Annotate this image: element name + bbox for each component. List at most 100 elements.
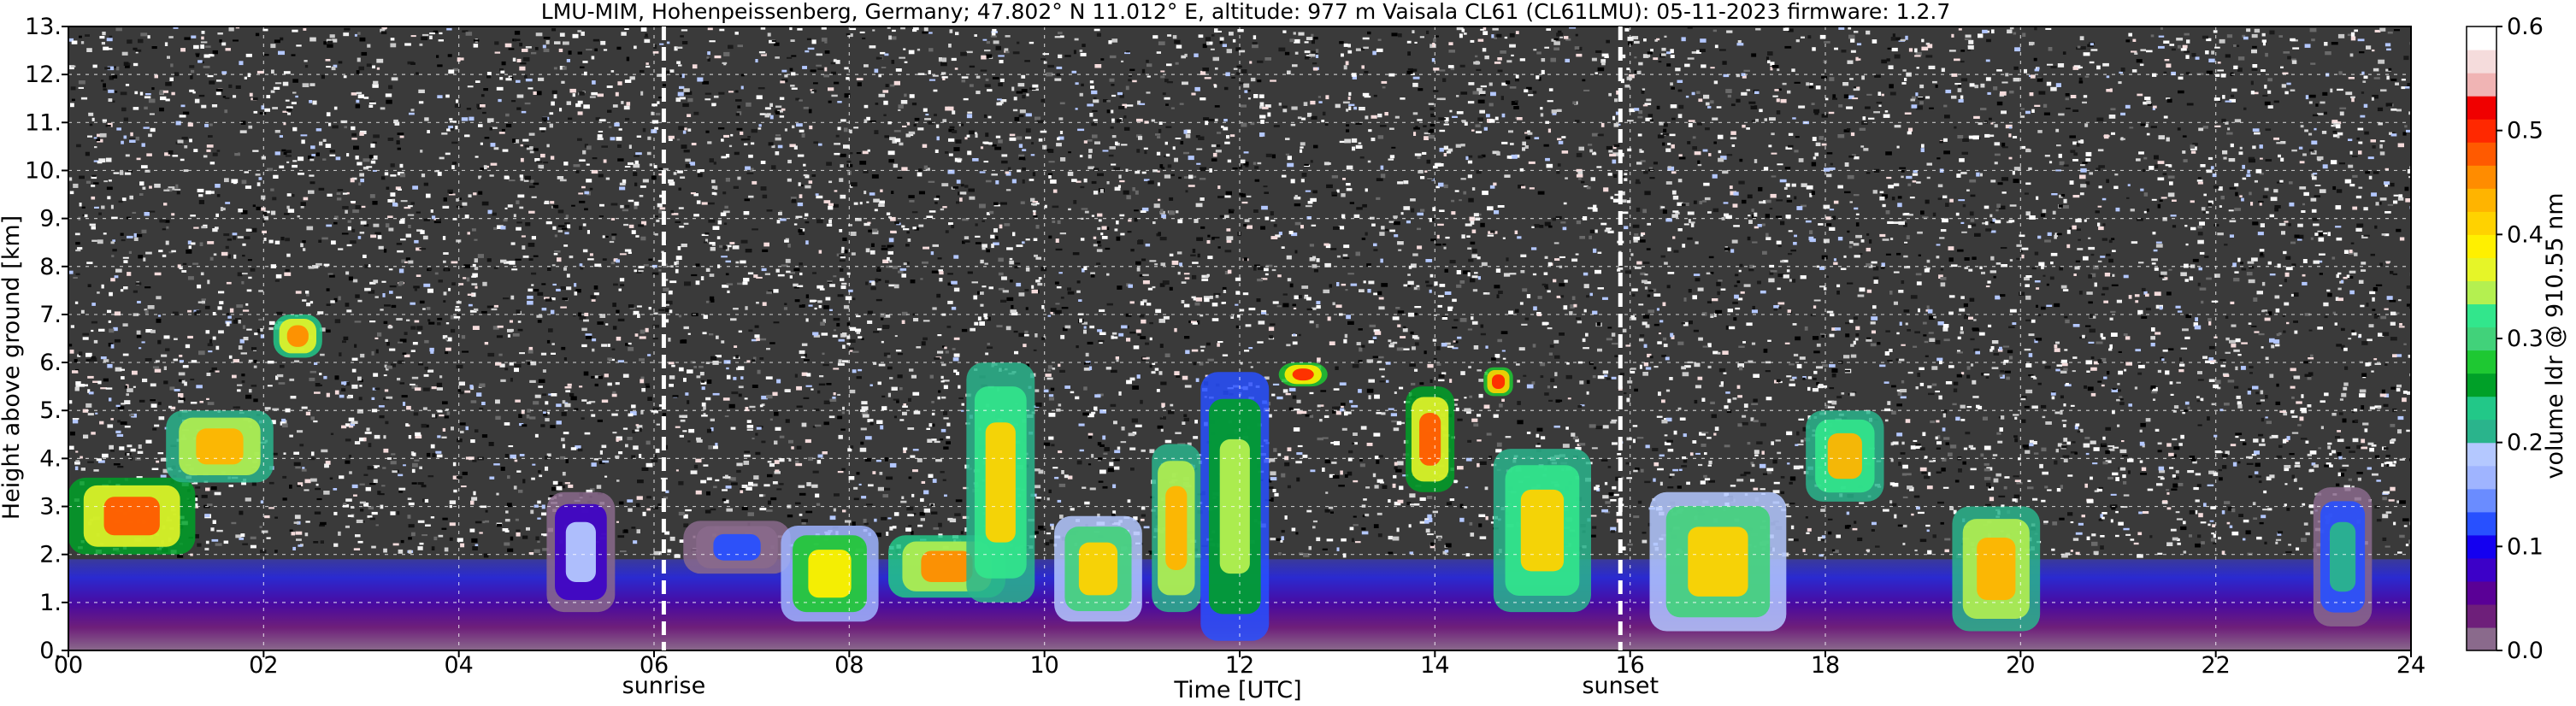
noise-speck: [332, 38, 338, 43]
noise-speck: [1707, 437, 1712, 439]
noise-speck: [1889, 291, 1893, 295]
noise-speck: [892, 139, 897, 144]
noise-speck: [2301, 394, 2304, 398]
noise-speck: [999, 60, 1004, 64]
noise-speck: [805, 213, 809, 217]
noise-speck: [838, 434, 843, 439]
noise-speck: [318, 187, 325, 191]
noise-speck: [1752, 305, 1755, 310]
noise-speck: [2101, 512, 2107, 515]
noise-speck: [1412, 313, 1418, 315]
noise-speck: [919, 512, 925, 516]
noise-speck: [2310, 510, 2314, 515]
noise-speck: [557, 225, 565, 227]
noise-speck: [508, 75, 512, 78]
noise-speck: [2059, 161, 2065, 166]
noise-speck: [2221, 118, 2226, 123]
noise-speck: [2361, 446, 2368, 450]
noise-speck: [777, 144, 783, 149]
noise-speck: [1954, 83, 1961, 85]
noise-speck: [1056, 409, 1061, 412]
noise-speck: [1261, 278, 1268, 280]
noise-speck: [1169, 286, 1173, 291]
noise-speck: [1736, 280, 1741, 284]
noise-speck: [1649, 177, 1655, 179]
noise-speck: [598, 174, 604, 178]
noise-speck: [1097, 213, 1103, 217]
noise-speck: [2284, 483, 2288, 485]
noise-speck: [1225, 72, 1230, 77]
noise-speck: [1330, 511, 1334, 514]
noise-speck: [1910, 295, 1918, 299]
noise-speck: [1235, 47, 1241, 51]
noise-speck: [784, 239, 789, 243]
noise-speck: [794, 460, 799, 464]
noise-speck: [2162, 500, 2168, 503]
noise-speck: [725, 260, 731, 263]
noise-speck: [2379, 262, 2383, 267]
noise-speck: [2093, 550, 2099, 556]
noise-speck: [1933, 460, 1936, 462]
noise-speck: [474, 308, 479, 311]
noise-speck: [1903, 255, 1908, 258]
noise-speck: [1248, 347, 1253, 350]
noise-speck: [651, 111, 654, 115]
noise-speck: [894, 335, 898, 338]
noise-speck: [517, 194, 525, 198]
noise-speck: [507, 475, 510, 479]
noise-speck: [1866, 262, 1872, 267]
noise-speck: [2327, 232, 2331, 237]
noise-speck: [1478, 91, 1486, 95]
noise-speck: [504, 530, 510, 532]
noise-speck: [582, 150, 587, 155]
noise-speck: [2227, 379, 2235, 383]
noise-speck: [774, 42, 780, 46]
noise-speck: [1523, 374, 1527, 377]
noise-speck: [636, 271, 642, 274]
noise-speck: [2256, 291, 2263, 295]
noise-speck: [2375, 284, 2383, 286]
noise-speck: [1478, 514, 1486, 517]
noise-speck: [1587, 207, 1594, 209]
noise-speck: [151, 468, 159, 470]
noise-speck: [2295, 462, 2300, 465]
noise-speck: [452, 68, 459, 72]
noise-speck: [889, 137, 896, 140]
noise-speck: [1860, 145, 1865, 148]
noise-speck: [717, 220, 722, 225]
noise-speck: [2399, 534, 2405, 538]
noise-speck: [828, 415, 835, 419]
noise-speck: [1907, 127, 1913, 132]
noise-speck: [916, 346, 922, 349]
noise-speck: [1178, 176, 1182, 179]
noise-speck: [1726, 154, 1733, 156]
noise-speck: [1306, 37, 1313, 40]
noise-speck: [1276, 305, 1282, 308]
noise-speck: [805, 438, 811, 444]
noise-speck: [559, 179, 567, 182]
noise-speck: [1856, 86, 1860, 91]
noise-speck: [2241, 366, 2246, 370]
noise-speck: [1671, 335, 1675, 339]
noise-speck: [460, 430, 464, 433]
noise-speck: [1829, 333, 1835, 338]
noise-speck: [1897, 196, 1902, 199]
noise-speck: [2037, 382, 2042, 385]
noise-speck: [1566, 362, 1570, 365]
noise-speck: [1826, 152, 1833, 155]
noise-speck: [1645, 117, 1652, 121]
noise-speck: [757, 127, 762, 130]
noise-speck: [615, 91, 619, 97]
noise-speck: [1128, 432, 1135, 437]
noise-speck: [473, 491, 476, 496]
noise-speck: [1697, 160, 1701, 164]
noise-speck: [1537, 443, 1541, 447]
noise-speck: [2367, 338, 2373, 342]
noise-speck: [2402, 518, 2409, 521]
noise-speck: [2335, 121, 2342, 125]
noise-speck: [1212, 152, 1217, 157]
noise-speck: [91, 329, 94, 332]
noise-speck: [2311, 462, 2316, 466]
noise-speck: [1829, 387, 1835, 390]
noise-speck: [975, 242, 981, 244]
